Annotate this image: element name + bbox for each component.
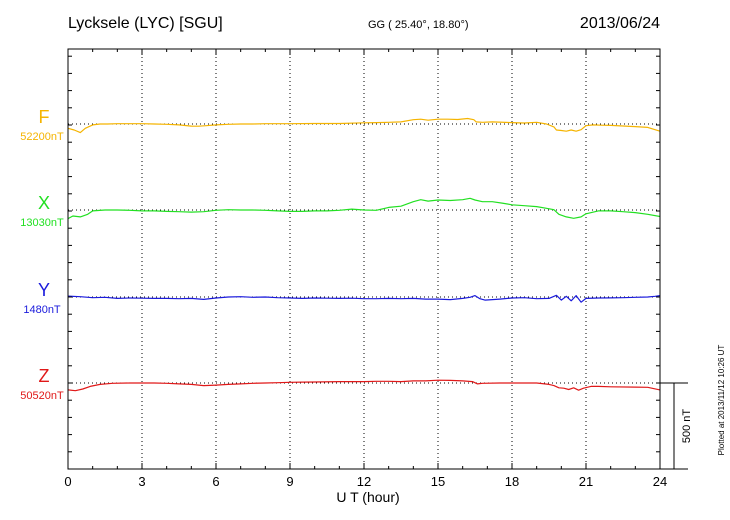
date-label: 2013/06/24 [580,15,660,32]
series-name-Y: Y [38,280,50,300]
series-labels: F 52200nT X 13030nT Y 1480nT Z 50520nT [20,107,64,402]
series-line-X [67,197,661,220]
x-tick-label-24: 24 [653,474,667,489]
x-tick-labels: 0 3 6 9 12 15 18 21 24 [64,474,667,489]
grid-lines [68,49,660,469]
plotted-timestamp: Plotted at 2013/11/12 10:26 UT [717,345,726,456]
series-baseline-Y: 1480nT [23,304,61,316]
series-baseline-X: 13030nT [20,217,64,229]
x-tick-label-18: 18 [505,474,519,489]
x-tick-label-12: 12 [357,474,371,489]
x-tick-label-21: 21 [579,474,593,489]
series-name-X: X [38,193,50,213]
axis-ticks [67,49,661,469]
series-baseline-F: 52200nT [20,131,64,143]
x-tick-label-15: 15 [431,474,445,489]
series-name-Z: Z [39,366,50,386]
series-baseline-Z: 50520nT [20,390,64,402]
series-line-Y [67,294,661,303]
x-tick-label-3: 3 [138,474,145,489]
coordinates-label: GG ( 25.40°, 18.80°) [368,19,469,31]
x-tick-label-9: 9 [286,474,293,489]
station-title: Lycksele (LYC) [SGU] [68,15,223,32]
series-line-F [67,117,661,134]
x-tick-label-6: 6 [212,474,219,489]
scale-bar-label: 500 nT [681,409,693,444]
series-name-F: F [39,107,50,127]
x-tick-label-0: 0 [64,474,71,489]
scale-bar: 500 nT [660,382,693,470]
x-axis-label: U T (hour) [336,489,399,505]
series-line-Z [67,379,661,392]
series-layer [67,117,661,392]
